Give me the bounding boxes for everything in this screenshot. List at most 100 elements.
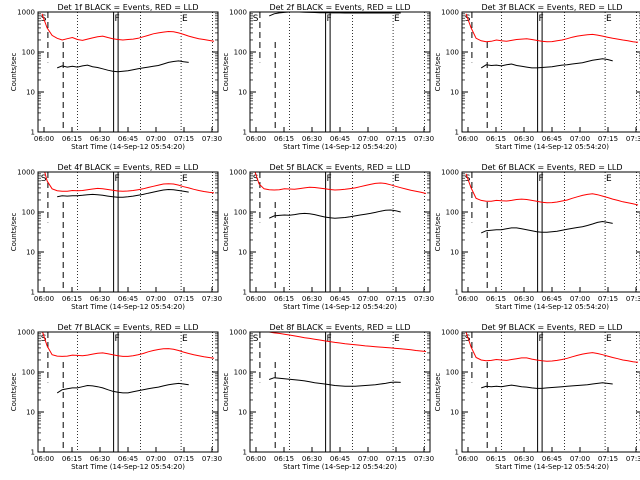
y-axis-label: Counts/sec	[434, 373, 442, 412]
x-tick-label: 06:00	[34, 135, 54, 143]
x-tick-label: 07:15	[386, 455, 406, 463]
plot-frame	[37, 11, 219, 133]
chart-panel-2: Det 2f BLACK = Events, RED = LLD S F E 1 10 10…	[222, 3, 434, 151]
x-tick-label: 06:45	[330, 455, 350, 463]
y-tick-label: 100	[22, 209, 35, 217]
x-tick-label: 07:00	[358, 135, 378, 143]
marker-label-E: E	[182, 174, 188, 184]
series-red-lld	[254, 172, 427, 194]
marker-label-F: F	[539, 174, 544, 184]
x-tick-label: 06:30	[514, 135, 534, 143]
y-tick-label: 1000	[17, 169, 35, 177]
panel-title: Det 5f BLACK = Events, RED = LLD	[269, 163, 410, 172]
x-tick-label: 06:30	[90, 295, 110, 303]
plot-frame	[461, 331, 640, 453]
y-tick-label: 1	[31, 289, 35, 297]
marker-label-E: E	[606, 334, 612, 344]
marker-label-F: F	[115, 174, 120, 184]
y-tick-label: 10	[26, 249, 35, 257]
x-tick-label: 06:00	[458, 295, 478, 303]
y-axis-label: Counts/sec	[10, 53, 18, 92]
x-tick-label: 07:30	[626, 295, 640, 303]
x-tick-label: 06:15	[62, 135, 82, 143]
x-tick-label: 07:00	[570, 135, 590, 143]
x-axis-label: Start Time (14-Sep-12 05:54:20)	[495, 463, 609, 471]
marker-label-F: F	[115, 334, 120, 344]
panel-title: Det 7f BLACK = Events, RED = LLD	[57, 323, 198, 332]
x-tick-label: 06:30	[302, 295, 322, 303]
x-axis-label: Start Time (14-Sep-12 05:54:20)	[283, 303, 397, 311]
x-axis-label: Start Time (14-Sep-12 05:54:20)	[71, 463, 185, 471]
y-tick-label: 1	[455, 449, 459, 457]
y-tick-label: 10	[450, 409, 459, 417]
series-black-events	[56, 382, 189, 394]
y-tick-label: 1000	[229, 9, 247, 17]
x-tick-label: 06:30	[514, 455, 534, 463]
x-tick-label: 06:45	[118, 295, 138, 303]
x-tick-label: 06:30	[514, 295, 534, 303]
y-axis-label: Counts/sec	[10, 213, 18, 252]
y-tick-label: 10	[450, 249, 459, 257]
marker-label-E: E	[182, 14, 188, 24]
x-tick-label: 06:00	[246, 295, 266, 303]
x-tick-label: 06:45	[330, 135, 350, 143]
chart-panel-9: Det 9f BLACK = Events, RED = LLD S F E 1 10 10…	[434, 323, 640, 471]
panel-title: Det 2f BLACK = Events, RED = LLD	[269, 3, 410, 12]
y-tick-label: 100	[22, 369, 35, 377]
x-tick-label: 07:30	[202, 295, 222, 303]
marker-label-S: S	[253, 174, 259, 184]
x-tick-label: 06:45	[542, 135, 562, 143]
x-tick-label: 06:15	[62, 455, 82, 463]
x-tick-label: 06:15	[486, 295, 506, 303]
x-tick-label: 06:45	[118, 455, 138, 463]
series-red-lld	[465, 173, 639, 206]
y-axis-label: Counts/sec	[222, 53, 230, 92]
x-tick-label: 07:30	[414, 295, 434, 303]
series-red-lld	[44, 172, 215, 194]
y-tick-label: 1000	[229, 329, 247, 337]
panel-title: Det 6f BLACK = Events, RED = LLD	[481, 163, 622, 172]
y-tick-label: 10	[238, 89, 247, 97]
x-axis-label: Start Time (14-Sep-12 05:54:20)	[495, 303, 609, 311]
marker-label-F: F	[539, 14, 544, 24]
y-tick-label: 100	[234, 369, 247, 377]
x-tick-label: 06:45	[330, 295, 350, 303]
plot-frame	[37, 171, 219, 293]
y-tick-label: 10	[26, 409, 35, 417]
y-tick-label: 100	[22, 49, 35, 57]
x-tick-label: 06:00	[34, 295, 54, 303]
x-tick-label: 06:45	[118, 135, 138, 143]
x-axis-label: Start Time (14-Sep-12 05:54:20)	[495, 143, 609, 151]
panel-title: Det 1f BLACK = Events, RED = LLD	[57, 3, 198, 12]
series-black-events	[269, 377, 401, 387]
panel-title: Det 3f BLACK = Events, RED = LLD	[481, 3, 622, 12]
series-red-lld	[41, 13, 215, 42]
x-tick-label: 07:30	[414, 455, 434, 463]
plot-frame	[461, 11, 640, 133]
y-tick-label: 1000	[17, 329, 35, 337]
x-tick-label: 07:00	[570, 455, 590, 463]
x-tick-label: 06:30	[90, 135, 110, 143]
y-tick-label: 100	[446, 369, 459, 377]
panel-title: Det 8f BLACK = Events, RED = LLD	[269, 323, 410, 332]
panel-title: Det 4f BLACK = Events, RED = LLD	[57, 163, 198, 172]
chart-panel-4: Det 4f BLACK = Events, RED = LLD S F E 1 10 10…	[10, 163, 222, 311]
y-tick-label: 1	[31, 449, 35, 457]
x-axis-label: Start Time (14-Sep-12 05:54:20)	[283, 143, 397, 151]
marker-label-F: F	[327, 334, 332, 344]
x-tick-label: 07:00	[146, 295, 166, 303]
y-tick-label: 10	[238, 249, 247, 257]
y-tick-label: 1	[243, 289, 247, 297]
marker-label-F: F	[539, 334, 544, 344]
x-tick-label: 07:00	[358, 455, 378, 463]
x-tick-label: 06:15	[486, 135, 506, 143]
series-black-events	[268, 209, 401, 219]
y-tick-label: 1000	[441, 329, 459, 337]
y-tick-label: 1	[243, 449, 247, 457]
series-black-events	[481, 382, 613, 389]
x-tick-label: 07:30	[626, 455, 640, 463]
series-black-events	[480, 220, 613, 234]
y-tick-label: 1	[31, 129, 35, 137]
y-tick-label: 1	[243, 129, 247, 137]
